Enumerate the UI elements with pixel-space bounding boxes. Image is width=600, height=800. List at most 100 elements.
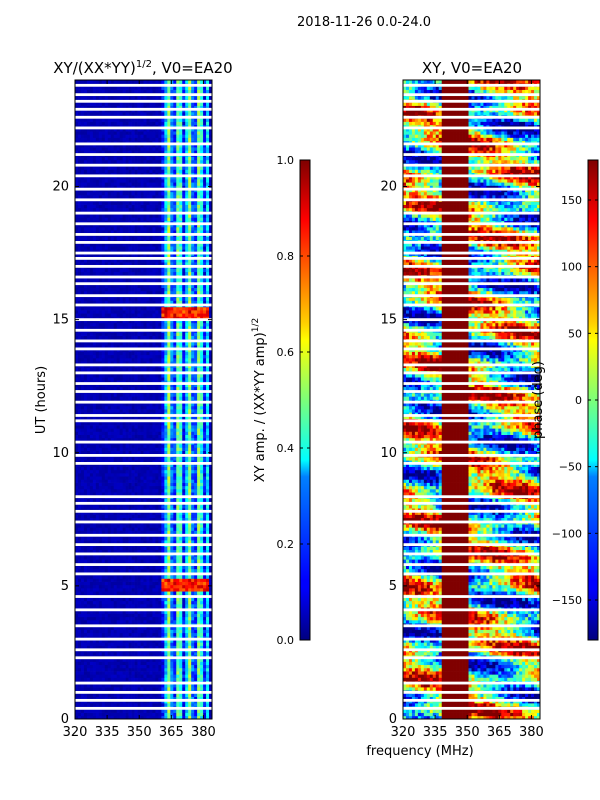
heatmap-cell xyxy=(104,536,109,541)
heatmap-cell xyxy=(155,591,159,595)
heatmap-cell xyxy=(191,434,195,439)
heatmap-cell xyxy=(194,546,198,551)
heatmap-cell xyxy=(77,373,82,378)
heatmap-cell xyxy=(158,632,162,637)
heatmap-cell xyxy=(188,508,192,512)
heatmap-cell xyxy=(176,383,180,388)
heatmap-cell xyxy=(75,671,79,675)
heatmap-cell xyxy=(92,616,97,621)
heatmap-cell xyxy=(179,409,183,413)
heatmap-cell xyxy=(143,396,147,400)
heatmap-cell xyxy=(137,600,141,605)
heatmap-cell xyxy=(116,603,121,608)
heatmap-cell xyxy=(134,546,138,551)
heatmap-cell xyxy=(179,610,183,614)
heatmap-cell xyxy=(80,447,85,451)
heatmap-cell xyxy=(179,709,183,713)
heatmap-cell xyxy=(203,428,207,432)
heatmap-cell xyxy=(86,683,91,688)
heatmap-cell xyxy=(185,488,189,493)
heatmap-cell xyxy=(125,709,129,713)
heatmap-cell xyxy=(92,584,97,589)
heatmap-cell xyxy=(170,693,174,697)
heatmap-cell xyxy=(113,581,118,586)
heatmap-cell xyxy=(125,460,129,464)
heatmap-cell xyxy=(89,492,94,496)
heatmap-cell xyxy=(75,581,79,586)
heatmap-cell xyxy=(167,511,171,515)
heatmap-cell xyxy=(140,687,144,691)
heatmap-cell xyxy=(122,409,126,413)
heatmap-cell xyxy=(92,469,97,474)
heatmap-cell xyxy=(77,575,82,579)
heatmap-cell xyxy=(179,393,183,397)
heatmap-cell xyxy=(143,642,147,646)
heatmap-cell xyxy=(170,479,174,483)
heatmap-cell xyxy=(131,635,135,640)
heatmap-cell xyxy=(113,712,118,717)
heatmap-cell xyxy=(104,619,109,624)
heatmap-cell xyxy=(107,565,112,570)
heatmap-cell xyxy=(149,463,153,467)
heatmap-cell xyxy=(137,386,141,391)
heatmap-cell xyxy=(75,616,79,621)
heatmap-cell xyxy=(140,514,144,519)
heatmap-cell xyxy=(185,584,189,589)
heatmap-cell xyxy=(209,712,213,717)
heatmap-cell xyxy=(119,658,123,662)
heatmap-cell xyxy=(113,632,118,637)
heatmap-cell xyxy=(206,578,210,582)
heatmap-cell xyxy=(191,431,195,435)
heatmap-cell xyxy=(143,504,147,509)
heatmap-cell xyxy=(170,524,174,528)
heatmap-cell xyxy=(101,511,106,515)
heatmap-cell xyxy=(110,709,115,713)
heatmap-cell xyxy=(191,667,195,672)
heatmap-cell xyxy=(194,498,198,503)
heatmap-cell xyxy=(182,383,186,388)
heatmap-cell xyxy=(110,639,115,643)
heatmap-cell xyxy=(98,492,103,496)
heatmap-cell xyxy=(122,460,126,464)
heatmap-cell xyxy=(203,645,207,650)
heatmap-cell xyxy=(179,463,183,467)
heatmap-cell xyxy=(107,530,112,535)
heatmap-cell xyxy=(209,584,213,589)
heatmap-cell xyxy=(98,444,103,448)
heatmap-cell xyxy=(116,511,121,515)
heatmap-cell xyxy=(137,421,141,426)
heatmap-cell xyxy=(137,492,141,496)
heatmap-cell xyxy=(155,639,159,643)
heatmap-cell xyxy=(131,476,135,480)
heatmap-cell xyxy=(155,482,159,487)
heatmap-cell xyxy=(200,460,204,464)
heatmap-cell xyxy=(122,683,126,688)
heatmap-cell xyxy=(209,677,213,682)
heatmap-cell xyxy=(173,667,177,672)
heatmap-cell xyxy=(164,610,168,614)
heatmap-cell xyxy=(200,645,204,650)
heatmap-cell xyxy=(80,540,85,544)
heatmap-cell xyxy=(80,536,85,541)
heatmap-cell xyxy=(128,600,132,605)
heatmap-cell xyxy=(128,498,132,503)
heatmap-cell xyxy=(182,578,186,582)
heatmap-cell xyxy=(122,693,126,697)
heatmap-cell xyxy=(119,696,123,701)
heatmap-cell xyxy=(185,693,189,697)
heatmap-cell xyxy=(134,661,138,666)
heatmap-cell xyxy=(131,479,135,483)
heatmap-cell xyxy=(164,476,168,480)
heatmap-cell xyxy=(122,396,126,400)
heatmap-cell xyxy=(131,578,135,582)
heatmap-cell xyxy=(188,396,192,400)
heatmap-cell xyxy=(182,642,186,646)
heatmap-cell xyxy=(152,667,156,672)
heatmap-cell xyxy=(98,645,103,650)
heatmap-cell xyxy=(80,485,85,490)
heatmap-cell xyxy=(131,651,135,656)
heatmap-cell xyxy=(137,671,141,675)
heatmap-cell xyxy=(119,425,123,429)
heatmap-cell xyxy=(149,482,153,487)
heatmap-cell xyxy=(104,629,109,634)
